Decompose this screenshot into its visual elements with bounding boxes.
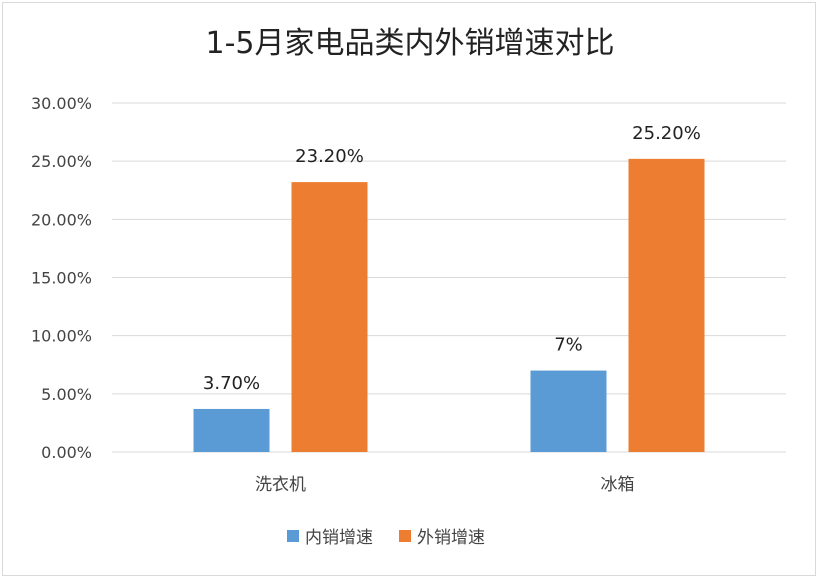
y-tick-label: 30.00%: [31, 94, 92, 113]
legend-swatch: [287, 530, 299, 542]
legend-label: 外销增速: [417, 528, 485, 548]
y-tick-label: 5.00%: [41, 385, 92, 404]
bar: [530, 370, 607, 452]
data-label: 23.20%: [295, 146, 364, 167]
legend-label: 内销增速: [305, 528, 373, 548]
bar: [628, 158, 705, 452]
data-label: 3.70%: [203, 373, 260, 394]
bar: [193, 408, 270, 452]
x-category-label: 冰箱: [601, 475, 635, 495]
y-tick-label: 20.00%: [31, 210, 92, 229]
y-tick-label: 10.00%: [31, 327, 92, 346]
x-category-label: 洗衣机: [255, 475, 306, 495]
data-label: 7%: [554, 335, 583, 356]
y-tick-label: 15.00%: [31, 269, 92, 288]
y-tick-label: 25.00%: [31, 152, 92, 171]
legend-swatch: [399, 530, 411, 542]
chart-title: 1-5月家电品类内外销增速对比: [206, 26, 615, 61]
bar: [291, 182, 368, 452]
data-label: 25.20%: [632, 123, 701, 144]
y-tick-label: 0.00%: [41, 443, 92, 462]
